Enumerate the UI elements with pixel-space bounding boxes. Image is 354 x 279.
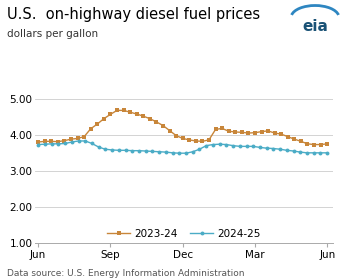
2023-24 — [273, 131, 277, 135]
2024-25 — [238, 145, 242, 148]
2024-25 — [130, 149, 135, 152]
2023-24 — [207, 138, 211, 141]
2023-24 — [292, 138, 297, 141]
2024-25 — [278, 148, 282, 151]
2024-25 — [110, 148, 114, 151]
2024-25 — [285, 149, 289, 152]
2024-25 — [191, 150, 195, 153]
2023-24 — [246, 131, 251, 135]
Line: 2024-25: 2024-25 — [36, 139, 329, 155]
2024-25 — [76, 139, 81, 143]
2023-24 — [299, 140, 303, 143]
2024-25 — [224, 143, 228, 146]
2024-25 — [244, 145, 249, 148]
2024-25 — [43, 143, 47, 146]
2023-24 — [174, 134, 178, 137]
2024-25 — [325, 151, 329, 155]
Legend: 2023-24, 2024-25: 2023-24, 2024-25 — [107, 229, 261, 239]
2023-24 — [42, 140, 47, 143]
2024-25 — [164, 150, 168, 154]
2023-24 — [36, 140, 40, 144]
2024-25 — [312, 151, 316, 155]
2024-25 — [171, 151, 175, 155]
2023-24 — [69, 138, 73, 141]
2023-24 — [266, 129, 270, 133]
2023-24 — [121, 109, 126, 112]
2023-24 — [213, 128, 218, 131]
2024-25 — [157, 150, 161, 153]
2024-25 — [56, 142, 61, 146]
2023-24 — [181, 137, 185, 140]
2023-24 — [102, 117, 106, 120]
2023-24 — [128, 110, 132, 114]
2024-25 — [103, 148, 108, 151]
2023-24 — [187, 138, 192, 141]
2024-25 — [251, 145, 255, 148]
2023-24 — [56, 140, 60, 143]
2023-24 — [200, 140, 205, 143]
2024-25 — [204, 144, 209, 147]
2023-24 — [108, 113, 113, 116]
2023-24 — [306, 142, 310, 146]
2023-24 — [148, 117, 152, 120]
2023-24 — [141, 114, 145, 118]
Text: eia: eia — [302, 19, 328, 34]
2024-25 — [291, 149, 296, 153]
Line: 2023-24: 2023-24 — [36, 109, 329, 146]
2024-25 — [70, 140, 74, 144]
2023-24 — [312, 143, 316, 146]
Text: Data source: U.S. Energy Information Administration: Data source: U.S. Energy Information Adm… — [7, 269, 245, 278]
2024-25 — [63, 142, 67, 145]
2024-25 — [318, 151, 322, 155]
2024-25 — [264, 146, 269, 150]
2023-24 — [115, 109, 119, 112]
2024-25 — [271, 147, 275, 150]
2024-25 — [137, 149, 141, 152]
2023-24 — [279, 133, 283, 136]
2023-24 — [319, 143, 323, 146]
2024-25 — [90, 142, 94, 145]
2023-24 — [135, 112, 139, 116]
2023-24 — [161, 124, 165, 127]
Text: dollars per gallon: dollars per gallon — [7, 29, 98, 39]
2024-25 — [305, 151, 309, 155]
2024-25 — [50, 142, 54, 146]
2023-24 — [233, 130, 238, 134]
2024-25 — [231, 144, 235, 147]
2023-24 — [240, 131, 244, 134]
2023-24 — [259, 130, 264, 133]
2024-25 — [218, 143, 222, 146]
2023-24 — [75, 137, 80, 140]
2024-25 — [211, 143, 215, 146]
2023-24 — [88, 127, 93, 130]
2024-25 — [177, 151, 182, 155]
2023-24 — [253, 131, 257, 134]
2024-25 — [117, 149, 121, 152]
2023-24 — [227, 129, 231, 133]
2024-25 — [83, 139, 87, 143]
2024-25 — [184, 151, 188, 155]
2024-25 — [124, 149, 128, 152]
2023-24 — [49, 140, 53, 143]
2024-25 — [198, 148, 202, 151]
2023-24 — [95, 122, 99, 126]
2024-25 — [144, 149, 148, 153]
2024-25 — [258, 146, 262, 149]
Text: U.S.  on-highway diesel fuel prices: U.S. on-highway diesel fuel prices — [7, 7, 260, 22]
2024-25 — [298, 150, 302, 154]
2024-25 — [97, 145, 101, 149]
2023-24 — [154, 120, 159, 124]
2023-24 — [325, 142, 329, 146]
2023-24 — [194, 139, 198, 143]
2023-24 — [167, 129, 172, 132]
2023-24 — [62, 139, 67, 142]
2023-24 — [220, 127, 224, 130]
2024-25 — [36, 143, 40, 146]
2023-24 — [82, 135, 86, 138]
2024-25 — [150, 150, 155, 153]
2023-24 — [286, 135, 290, 138]
